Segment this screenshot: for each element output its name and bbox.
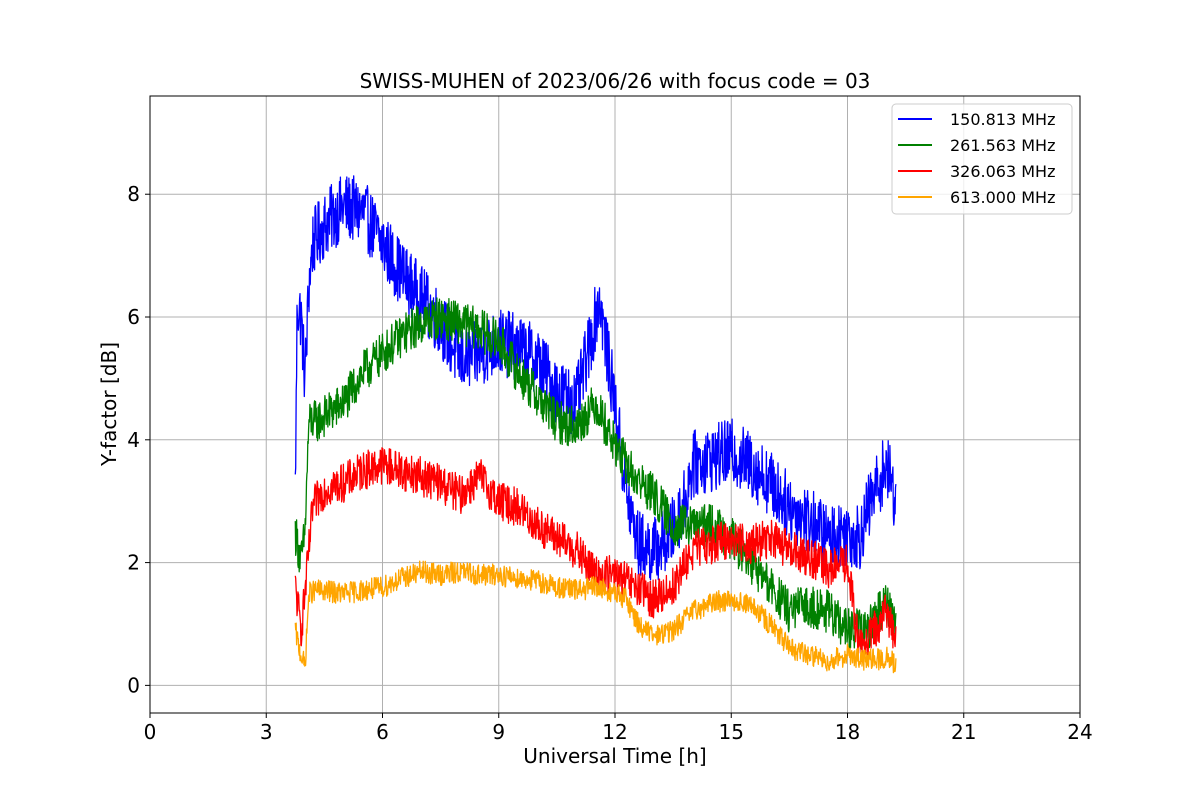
legend-label: 326.063 MHz — [950, 162, 1055, 181]
legend-label: 613.000 MHz — [950, 188, 1055, 207]
x-tick-label: 21 — [951, 720, 976, 744]
x-tick-label: 9 — [492, 720, 505, 744]
series-line-3 — [294, 560, 897, 674]
plot-series — [294, 175, 897, 674]
legend-label: 150.813 MHz — [950, 110, 1055, 129]
x-tick-label: 15 — [719, 720, 744, 744]
x-tick-label: 6 — [376, 720, 389, 744]
x-tick-label: 18 — [835, 720, 860, 744]
x-tick-label: 0 — [144, 720, 157, 744]
y-axis-ticks: 0 2 4 6 8 — [127, 182, 150, 697]
y-tick-label: 0 — [127, 673, 140, 697]
x-tick-label: 24 — [1067, 720, 1092, 744]
y-tick-label: 4 — [127, 428, 140, 452]
x-tick-label: 12 — [602, 720, 627, 744]
legend-box — [891, 103, 1073, 215]
y-tick-label: 6 — [127, 305, 140, 329]
chart-title: SWISS-MUHEN of 2023/06/26 with focus cod… — [360, 69, 871, 93]
series-line-2 — [294, 447, 897, 662]
legend: 150.813 MHz 261.563 MHz 326.063 MHz 613.000… — [891, 103, 1073, 215]
y-tick-label: 2 — [127, 551, 140, 575]
x-axis-ticks: 0 3 6 9 12 15 18 21 24 — [144, 713, 1093, 744]
x-tick-label: 3 — [260, 720, 273, 744]
y-tick-label: 8 — [127, 182, 140, 206]
legend-label: 261.563 MHz — [950, 136, 1055, 155]
series-line-1 — [294, 297, 897, 650]
x-axis-label: Universal Time [h] — [523, 744, 706, 768]
series-line-0 — [294, 175, 897, 581]
y-axis-label: Y-factor [dB] — [97, 342, 121, 467]
